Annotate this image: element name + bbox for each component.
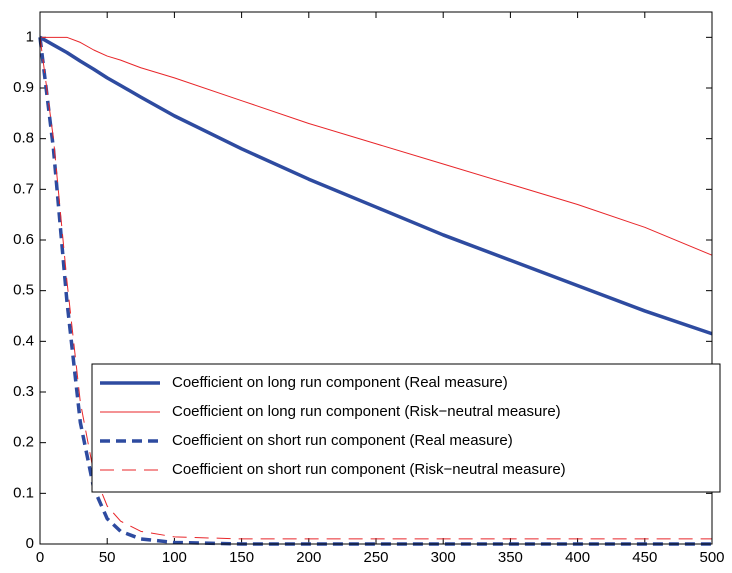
legend: Coefficient on long run component (Real … xyxy=(91,363,721,493)
x-tick-label: 50 xyxy=(99,549,116,566)
x-tick-label: 200 xyxy=(296,549,321,566)
series-line xyxy=(39,37,712,540)
y-tick-label: 0.4 xyxy=(13,332,34,349)
y-tick-label: 0.2 xyxy=(13,434,34,451)
y-tick-label: 0.6 xyxy=(13,231,34,248)
legend-label: Coefficient on short run component (Real… xyxy=(172,432,513,449)
series-line xyxy=(39,35,713,336)
legend-label: Coefficient on long run component (Risk−… xyxy=(172,403,561,420)
y-tick-label: 0.7 xyxy=(13,180,34,197)
x-tick-label: 0 xyxy=(36,549,44,566)
x-tick-label: 350 xyxy=(498,549,523,566)
y-tick-label: 0.9 xyxy=(13,79,34,96)
x-tick-label: 500 xyxy=(699,549,724,566)
legend-label: Coefficient on long run component (Real … xyxy=(172,374,508,391)
x-tick-label: 150 xyxy=(229,549,254,566)
y-tick-label: 0.5 xyxy=(13,282,34,299)
x-tick-label: 250 xyxy=(363,549,388,566)
x-tick-label: 400 xyxy=(565,549,590,566)
x-tick-label: 300 xyxy=(431,549,456,566)
y-tick-label: 0.1 xyxy=(13,484,34,501)
x-tick-label: 450 xyxy=(632,549,657,566)
x-tick-label: 100 xyxy=(162,549,187,566)
legend-label: Coefficient on short run component (Risk… xyxy=(172,461,566,478)
y-tick-label: 1 xyxy=(26,28,34,45)
y-tick-label: 0.8 xyxy=(13,130,34,147)
y-tick-label: 0 xyxy=(26,535,34,552)
plot-frame xyxy=(39,11,713,545)
legend-box xyxy=(91,363,721,493)
series-line xyxy=(40,36,713,256)
y-tick-label: 0.3 xyxy=(13,383,34,400)
